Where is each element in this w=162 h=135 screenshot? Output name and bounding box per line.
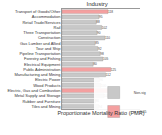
svg-text:Electrical Equipment: Electrical Equipment	[24, 62, 61, 67]
svg-text:Wood Products: Wood Products	[33, 83, 60, 88]
svg-text:Transport of Goods/Other: Transport of Goods/Other	[15, 9, 61, 14]
svg-text:95: 95	[99, 15, 103, 19]
svg-text:Three Transportation: Three Transportation	[23, 30, 60, 35]
svg-text:98: 98	[100, 52, 104, 56]
svg-text:92: 92	[98, 47, 102, 51]
svg-text:88: 88	[96, 20, 100, 24]
svg-text:Tiles and Mining: Tiles and Mining	[31, 104, 60, 109]
svg-text:110: 110	[105, 36, 110, 40]
svg-text:Gas Lumber and Allied: Gas Lumber and Allied	[20, 41, 60, 46]
svg-text:118: 118	[108, 10, 113, 14]
svg-text:Rubber and Furniture: Rubber and Furniture	[22, 99, 61, 104]
svg-text:Electric, Gas and Combustion: Electric, Gas and Combustion	[8, 88, 61, 93]
svg-text:Accommodation: Accommodation	[32, 14, 61, 19]
svg-text:90: 90	[97, 31, 101, 35]
svg-text:Retail Trade/Services: Retail Trade/Services	[22, 20, 60, 25]
svg-text:Forestry and Fishing: Forestry and Fishing	[24, 56, 60, 61]
svg-text:Rail: Rail	[54, 25, 61, 30]
svg-text:Pipeline Transportation: Pipeline Transportation	[20, 51, 61, 56]
svg-text:105: 105	[103, 57, 108, 61]
svg-text:Proportionate Mortality Ratio: Proportionate Mortality Ratio (PMR)	[57, 110, 144, 116]
svg-text:102: 102	[102, 26, 107, 30]
svg-text:Metal Supply and Storage: Metal Supply and Storage	[14, 93, 61, 98]
svg-text:Industry: Industry	[87, 1, 108, 7]
svg-text:Tour and Ship: Tour and Ship	[36, 46, 61, 51]
svg-text:Construction: Construction	[38, 35, 60, 40]
svg-text:85: 85	[95, 41, 99, 45]
svg-text:Electric Power: Electric Power	[35, 77, 61, 82]
svg-text:Non-sig: Non-sig	[134, 91, 146, 95]
svg-text:112: 112	[106, 73, 111, 77]
svg-text:Public Administration: Public Administration	[23, 67, 60, 72]
svg-text:80: 80	[93, 62, 97, 66]
svg-text:p < 0.05: p < 0.05	[134, 110, 147, 114]
svg-text:Manufacturing and Mining: Manufacturing and Mining	[14, 72, 60, 77]
svg-text:125: 125	[111, 68, 117, 72]
